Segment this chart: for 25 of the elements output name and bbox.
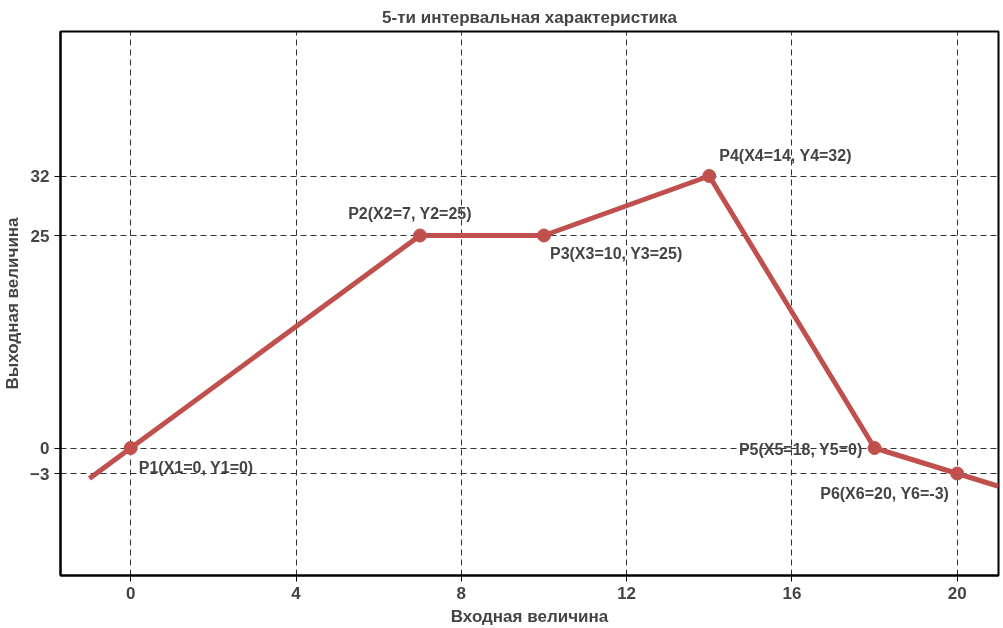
y-tick-label: 32 <box>30 167 50 186</box>
point <box>702 169 717 183</box>
annotation: P5(X5=18, Y5=0) <box>738 441 863 458</box>
point <box>536 228 551 243</box>
point <box>950 466 965 481</box>
y-tick-label: −3 <box>30 464 50 484</box>
y-axis-title: Выходная величина <box>3 216 23 390</box>
x-tick-label: 0 <box>126 583 136 603</box>
annotation: P2(X2=7, Y2=25) <box>348 204 472 222</box>
chart-title: 5-ти интервальная характеристика <box>382 7 678 27</box>
annotation: P3(X3=10, Y3=25) <box>549 244 683 262</box>
x-tick-label: 20 <box>947 583 967 603</box>
x-axis-title: Входная величина <box>450 606 609 626</box>
annotation: P1(X1=0, Y1=0) <box>138 459 254 476</box>
point <box>413 228 427 243</box>
point <box>123 441 138 455</box>
annotation: P4(X4=14, Y4=32) <box>719 147 852 164</box>
x-tick-label: 8 <box>456 583 467 603</box>
x-tick-label: 4 <box>291 583 302 603</box>
x-tick-label: 12 <box>617 583 637 603</box>
annotation: P6(X6=20, Y6=-3) <box>820 484 949 502</box>
y-tick-label: 0 <box>40 439 50 458</box>
point <box>867 441 882 455</box>
x-tick-label: 16 <box>782 583 802 603</box>
y-tick-label: 25 <box>30 226 50 246</box>
